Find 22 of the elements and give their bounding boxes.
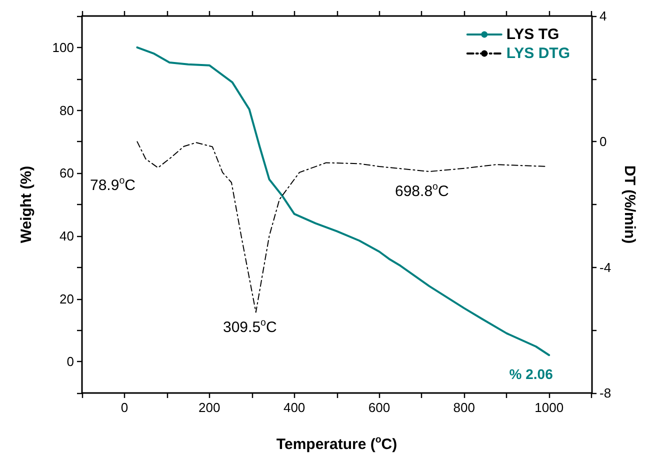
y2-tick-label: -4 [600,260,612,275]
y-tick-label: 0 [66,354,74,370]
x-tick-label: 200 [198,400,220,415]
line-series [136,141,548,313]
y2-tick-label: 0 [600,134,607,150]
y-tick-label: 40 [60,228,74,244]
legend-label: LYS DTG [506,45,570,62]
y-tick-label: 80 [60,102,74,118]
y-axis-title: Weight (%) [18,166,35,244]
y2-tick-label: 4 [600,8,607,24]
y2-axis-title: DT (%/min) [621,165,638,244]
x-tick-label: 0 [120,400,128,415]
data-label: % 2.06 [509,366,554,382]
y-tick-label: 60 [60,166,74,181]
x-tick-label: 1000 [534,400,564,415]
legend-label: LYS TG [506,26,560,43]
x-tick-label: 400 [283,400,306,415]
y-tick-label: 100 [52,40,74,55]
x-tick-label: 800 [453,400,476,415]
y-tick-label: 20 [60,291,74,306]
y2-tick-label: -8 [600,386,612,400]
x-tick-label: 600 [368,400,390,415]
